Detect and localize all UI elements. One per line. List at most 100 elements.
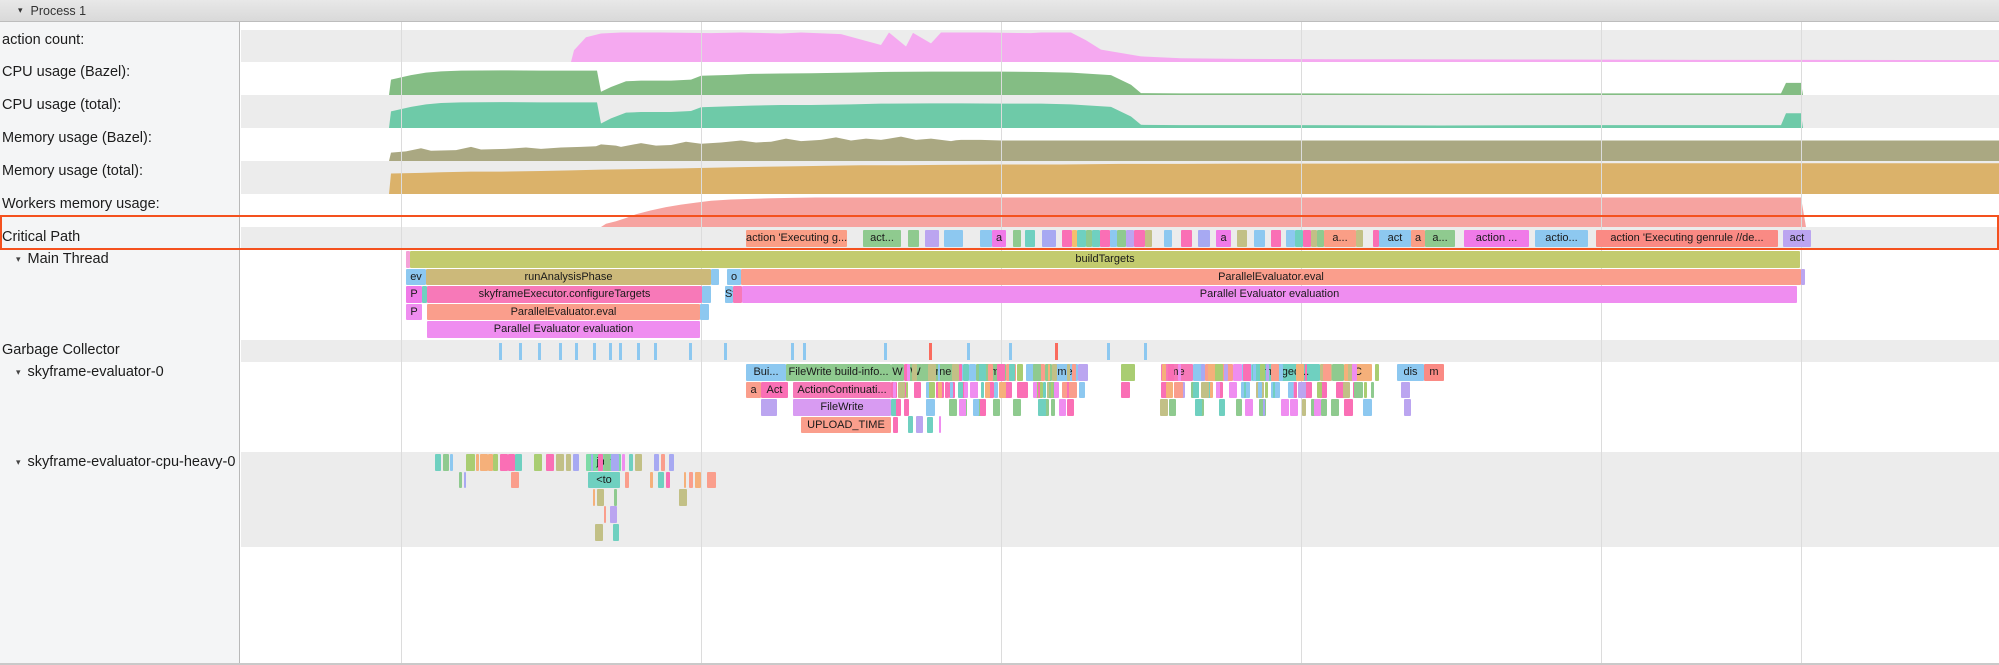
critical-path-bar[interactable]: act... xyxy=(863,230,901,247)
critical-path-bar[interactable]: a xyxy=(1216,230,1231,247)
skyframe-evaluator-0-bar[interactable] xyxy=(1037,381,1041,398)
main-thread-bar[interactable]: ev xyxy=(406,268,426,285)
skyframe-evaluator-0-bar[interactable] xyxy=(1121,381,1130,398)
process-header[interactable]: ▾ Process 1 xyxy=(0,0,1999,22)
skyframe-cpu-heavy-0-bar[interactable] xyxy=(598,454,604,471)
skyframe-evaluator-0-bar[interactable] xyxy=(1047,364,1050,381)
critical-path-bar[interactable]: a... xyxy=(1425,230,1455,247)
skyframe-cpu-heavy-0-bar[interactable] xyxy=(590,454,594,471)
skyframe-evaluator-0-bar[interactable] xyxy=(972,399,979,416)
skyframe-cpu-heavy-0-bar[interactable] xyxy=(610,454,620,471)
gc-event-tick[interactable] xyxy=(538,343,541,360)
skyframe-evaluator-0-bar[interactable] xyxy=(1348,364,1352,381)
skyframe-cpu-heavy-0-bar[interactable] xyxy=(546,454,555,471)
gc-event-tick[interactable] xyxy=(967,343,970,360)
critical-path-bar[interactable] xyxy=(1529,230,1535,247)
skyframe-evaluator-0-bar[interactable] xyxy=(914,381,921,398)
skyframe-evaluator-0-bar[interactable] xyxy=(915,416,923,433)
skyframe-cpu-heavy-0-bar[interactable] xyxy=(613,489,618,506)
skyframe-evaluator-0-bar[interactable] xyxy=(951,364,959,381)
skyframe-evaluator-0-bar[interactable] xyxy=(1066,364,1070,381)
skyframe-cpu-heavy-0-bar[interactable] xyxy=(624,471,629,488)
gc-event-tick[interactable] xyxy=(499,343,502,360)
critical-path-bar[interactable] xyxy=(1117,230,1126,247)
skyframe-evaluator-0-bar[interactable] xyxy=(1260,364,1266,381)
skyframe-evaluator-0-bar[interactable] xyxy=(958,399,966,416)
skyframe-evaluator-0-bar[interactable] xyxy=(927,416,933,433)
critical-path-bar[interactable] xyxy=(1145,230,1152,247)
skyframe-evaluator-0-bar[interactable] xyxy=(1293,381,1297,398)
track-label-workers-mem[interactable]: Workers memory usage: xyxy=(0,196,240,212)
skyframe-evaluator-0-bar[interactable] xyxy=(980,381,984,398)
skyframe-cpu-heavy-0-bar[interactable] xyxy=(706,471,716,488)
skyframe-evaluator-0-bar[interactable]: Bui... xyxy=(746,364,786,381)
skyframe-evaluator-0-bar[interactable] xyxy=(1363,399,1372,416)
main-thread-bar[interactable] xyxy=(1801,268,1805,285)
skyframe-evaluator-0-bar[interactable] xyxy=(964,381,969,398)
skyframe-evaluator-0-bar[interactable] xyxy=(1297,381,1307,398)
critical-path-bar[interactable] xyxy=(1077,230,1086,247)
skyframe-evaluator-0-bar[interactable] xyxy=(912,364,917,381)
critical-path-bar[interactable] xyxy=(1237,230,1247,247)
skyframe-evaluator-0-bar[interactable] xyxy=(926,399,935,416)
skyframe-evaluator-0-bar[interactable] xyxy=(986,381,994,398)
skyframe-evaluator-0-bar[interactable] xyxy=(1165,381,1173,398)
skyframe-evaluator-0-bar[interactable] xyxy=(1229,381,1237,398)
skyframe-evaluator-0-bar[interactable] xyxy=(1259,399,1266,416)
skyframe-evaluator-0-bar[interactable] xyxy=(957,381,964,398)
skyframe-evaluator-0-bar[interactable] xyxy=(1042,381,1046,398)
main-thread-bar[interactable]: skyframeExecutor.configureTargets xyxy=(427,286,702,303)
skyframe-evaluator-0-bar[interactable] xyxy=(1223,364,1228,381)
skyframe-cpu-heavy-0-bar[interactable] xyxy=(508,454,515,471)
skyframe-evaluator-0-bar[interactable] xyxy=(1207,364,1215,381)
skyframe-cpu-heavy-0-bar[interactable] xyxy=(660,454,665,471)
gc-event-tick[interactable] xyxy=(803,343,806,360)
critical-path-bar[interactable] xyxy=(1164,230,1172,247)
skyframe-evaluator-0-bar[interactable] xyxy=(1319,381,1327,398)
skyframe-evaluator-0-bar[interactable]: ActionContinuati... xyxy=(793,381,891,398)
critical-path-bar[interactable] xyxy=(1231,230,1237,247)
skyframe-evaluator-0-bar[interactable] xyxy=(993,399,1000,416)
critical-path-bar[interactable] xyxy=(1181,230,1192,247)
skyframe-evaluator-0-bar[interactable] xyxy=(1026,364,1035,381)
skyframe-evaluator-0-bar[interactable] xyxy=(1354,381,1363,398)
skyframe-evaluator-0-bar[interactable] xyxy=(1279,364,1283,381)
skyframe-evaluator-0-bar[interactable] xyxy=(1201,364,1206,381)
skyframe-cpu-heavy-0-bar[interactable] xyxy=(533,454,543,471)
skyframe-evaluator-0-bar[interactable] xyxy=(1401,381,1410,398)
critical-path-bar[interactable] xyxy=(1311,230,1317,247)
skyframe-evaluator-0-bar[interactable] xyxy=(958,364,962,381)
gc-event-tick[interactable] xyxy=(637,343,640,360)
skyframe-evaluator-0-bar[interactable] xyxy=(1344,399,1353,416)
skyframe-evaluator-0-bar[interactable] xyxy=(1281,399,1289,416)
skyframe-cpu-heavy-0-bar[interactable] xyxy=(621,454,626,471)
skyframe-cpu-heavy-0-bar[interactable] xyxy=(510,471,519,488)
critical-path-bar[interactable] xyxy=(1286,230,1295,247)
critical-path-bar[interactable]: a xyxy=(1411,230,1425,247)
skyframe-evaluator-0-bar[interactable] xyxy=(1169,399,1176,416)
skyframe-evaluator-0-bar[interactable] xyxy=(1072,364,1077,381)
skyframe-cpu-heavy-0-bar[interactable] xyxy=(668,454,675,471)
skyframe-evaluator-0-bar[interactable]: m xyxy=(1424,364,1444,381)
skyframe-cpu-heavy-0-bar[interactable] xyxy=(479,454,488,471)
skyframe-evaluator-0-bar[interactable] xyxy=(993,381,998,398)
main-thread-bar[interactable]: o xyxy=(727,268,741,285)
skyframe-evaluator-0-bar[interactable] xyxy=(1159,399,1168,416)
critical-path-bar[interactable] xyxy=(1110,230,1117,247)
skyframe-evaluator-0-bar[interactable] xyxy=(1017,381,1024,398)
skyframe-evaluator-0-bar[interactable] xyxy=(1007,381,1012,398)
skyframe-evaluator-0-bar[interactable] xyxy=(1303,381,1312,398)
skyframe-evaluator-0-bar[interactable] xyxy=(1235,399,1243,416)
critical-path-bar[interactable] xyxy=(1056,230,1062,247)
critical-path-bar[interactable] xyxy=(1317,230,1324,247)
skyframe-evaluator-0-bar[interactable] xyxy=(895,399,902,416)
critical-path-bar[interactable] xyxy=(901,230,908,247)
critical-path-bar[interactable] xyxy=(1363,230,1373,247)
critical-path-bar[interactable]: actio... xyxy=(1535,230,1588,247)
critical-path-bar[interactable] xyxy=(1303,230,1311,247)
track-content-column[interactable]: action 'Executing g... act... a a a... act a a.… xyxy=(241,22,1999,665)
track-label-mem-total[interactable]: Memory usage (total): xyxy=(0,163,240,179)
critical-path-bar[interactable] xyxy=(925,230,939,247)
critical-path-bar[interactable] xyxy=(1126,230,1134,247)
skyframe-evaluator-0-bar[interactable] xyxy=(988,364,993,381)
